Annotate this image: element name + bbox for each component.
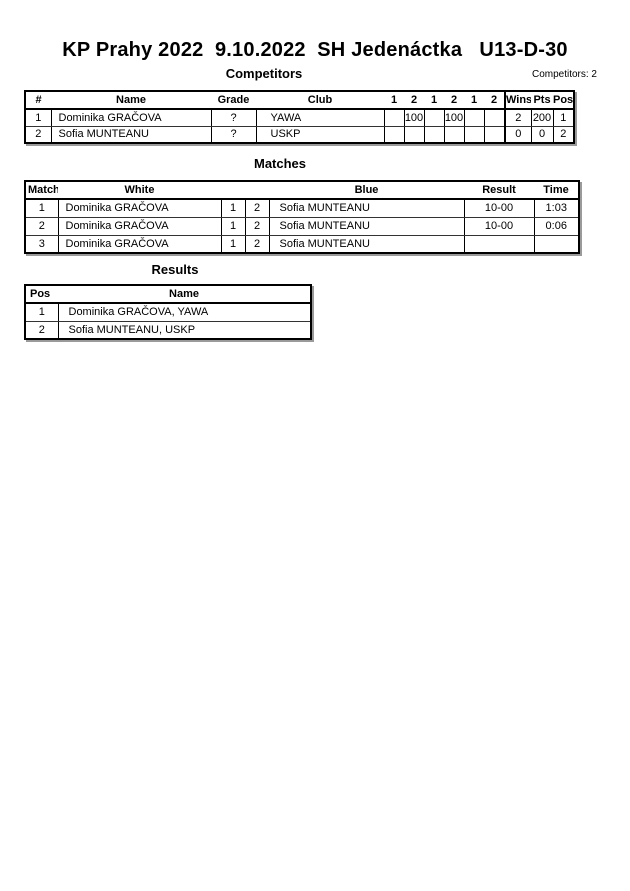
results-col-name: Name — [58, 285, 311, 304]
matches-col-result: Result — [464, 181, 534, 200]
matches-col-white: White — [58, 181, 221, 200]
competitors-col-name: Name — [51, 91, 211, 110]
match-flag1: 1 — [220, 216, 246, 236]
match-num: 3 — [24, 234, 59, 254]
match-blue-name: Sofia MUNTEANU — [268, 216, 465, 236]
match-row: 1 Dominika GRAČOVA 1 2 Sofia MUNTEANU 10… — [24, 198, 580, 218]
match-num: 2 — [24, 216, 59, 236]
matches-col-flag1 — [221, 181, 245, 200]
competitors-col-score1: 1 — [384, 91, 404, 110]
results-section-heading: Results — [151, 262, 199, 277]
competitor-pos: 1 — [552, 108, 575, 127]
competitors-col-score3: 1 — [424, 91, 444, 110]
competitors-col-score5: 1 — [464, 91, 484, 110]
match-white-name: Dominika GRAČOVA — [57, 216, 222, 236]
competitors-col-wins: Wins — [504, 91, 531, 110]
competitor-score-cell — [483, 108, 506, 127]
competitor-name: Sofia MUNTEANU — [50, 125, 212, 144]
competitor-score-cell: 100 — [403, 108, 425, 127]
competitor-score-cell — [383, 125, 405, 144]
match-row: 3 Dominika GRAČOVA 1 2 Sofia MUNTEANU — [24, 234, 580, 254]
competitor-score-cell — [423, 108, 445, 127]
competitors-col-pts: Pts — [531, 91, 553, 110]
match-time: 1:03 — [533, 198, 580, 218]
competitor-score-cell — [403, 125, 425, 144]
match-result — [463, 234, 535, 254]
match-result: 10-00 — [463, 198, 535, 218]
page-title: KP Prahy 2022 9.10.2022 SH Jedenáctka U1… — [62, 39, 568, 61]
competitors-col-club: Club — [256, 91, 384, 110]
results-col-pos: Pos — [25, 285, 58, 304]
competitors-table: # Name Grade Club 1 2 1 2 1 2 Wins Pts P… — [24, 90, 575, 144]
match-blue-name: Sofia MUNTEANU — [268, 234, 465, 254]
result-name: Sofia MUNTEANU, USKP — [57, 320, 312, 340]
result-row: 1 Dominika GRAČOVA, YAWA — [24, 302, 312, 322]
match-white-name: Dominika GRAČOVA — [57, 234, 222, 254]
competitors-col-score2: 2 — [404, 91, 424, 110]
match-time — [533, 234, 580, 254]
match-row: 2 Dominika GRAČOVA 1 2 Sofia MUNTEANU 10… — [24, 216, 580, 236]
competitor-wins: 2 — [504, 108, 532, 127]
result-pos: 1 — [24, 302, 59, 322]
competitor-num: 2 — [24, 125, 52, 144]
competitor-score-cell: 100 — [443, 108, 465, 127]
result-pos: 2 — [24, 320, 59, 340]
match-flag2: 2 — [244, 216, 270, 236]
competitors-col-score6: 2 — [484, 91, 505, 110]
competitor-grade: ? — [210, 108, 257, 127]
result-name: Dominika GRAČOVA, YAWA — [57, 302, 312, 322]
competitor-pos: 2 — [552, 125, 575, 144]
match-time: 0:06 — [533, 216, 580, 236]
results-table: Pos Name 1 Dominika GRAČOVA, YAWA 2 Sofi… — [24, 284, 312, 340]
competitor-score-cell — [383, 108, 405, 127]
competitor-row: 1 Dominika GRAČOVA ? YAWA 100 100 2 200 … — [24, 108, 575, 127]
competitors-header-row: # Name Grade Club 1 2 1 2 1 2 Wins Pts P… — [25, 91, 574, 110]
match-flag1: 1 — [220, 198, 246, 218]
competitor-score-cell — [463, 125, 485, 144]
match-num: 1 — [24, 198, 59, 218]
competitors-col-score4: 2 — [444, 91, 464, 110]
match-flag2: 2 — [244, 234, 270, 254]
competitors-col-grade: Grade — [211, 91, 256, 110]
competitor-wins: 0 — [504, 125, 532, 144]
matches-table: Match White Blue Result Time 1 Dominika … — [24, 180, 580, 254]
competitor-score-cell — [423, 125, 445, 144]
match-flag2: 2 — [244, 198, 270, 218]
competitor-score-cell — [443, 125, 465, 144]
competitors-count-label: Competitors: 2 — [531, 69, 597, 80]
competitors-col-num: # — [25, 91, 51, 110]
matches-col-blue: Blue — [269, 181, 464, 200]
matches-header-row: Match White Blue Result Time — [25, 181, 579, 200]
matches-col-match: Match — [25, 181, 58, 200]
result-row: 2 Sofia MUNTEANU, USKP — [24, 320, 312, 340]
competitor-pts: 0 — [530, 125, 554, 144]
competitor-row: 2 Sofia MUNTEANU ? USKP 0 0 2 — [24, 125, 575, 144]
competitor-num: 1 — [24, 108, 52, 127]
competitor-grade: ? — [210, 125, 257, 144]
competitor-score-cell — [463, 108, 485, 127]
match-blue-name: Sofia MUNTEANU — [268, 198, 465, 218]
results-header-row: Pos Name — [25, 285, 311, 304]
competitor-score-cell — [483, 125, 506, 144]
competitors-col-pos: Pos — [553, 91, 574, 110]
match-white-name: Dominika GRAČOVA — [57, 198, 222, 218]
match-result: 10-00 — [463, 216, 535, 236]
match-flag1: 1 — [220, 234, 246, 254]
matches-col-time: Time — [534, 181, 579, 200]
competitors-section-heading: Competitors — [225, 66, 303, 81]
competitor-pts: 200 — [530, 108, 554, 127]
matches-section-heading: Matches — [253, 156, 307, 171]
competitor-club: USKP — [255, 125, 385, 144]
competitor-club: YAWA — [255, 108, 385, 127]
matches-col-flag2 — [245, 181, 269, 200]
competitor-name: Dominika GRAČOVA — [50, 108, 212, 127]
